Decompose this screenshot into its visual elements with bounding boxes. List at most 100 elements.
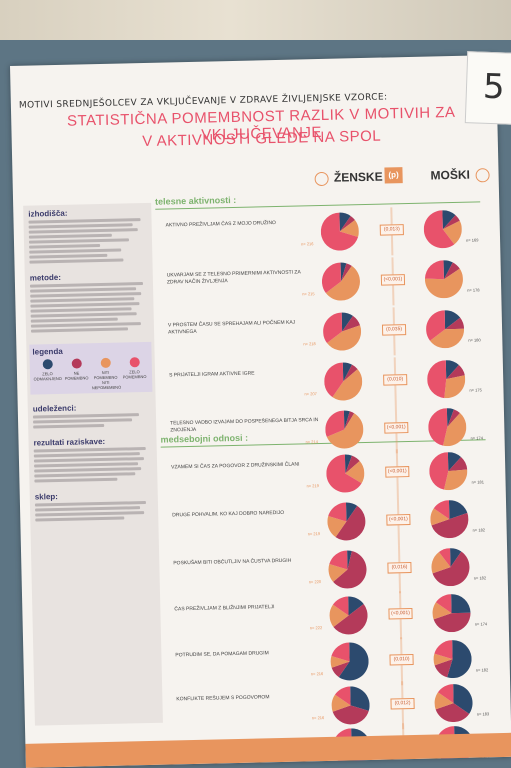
pie-slice [431,552,451,574]
row-label: DRUGE POHVALIM, KO KAJ DOBRO NAREDIJO [172,509,285,519]
izhodisca-block: izhodišča: [23,203,152,270]
pie-female [330,642,369,681]
pie-slice [328,564,348,582]
text-line [33,418,133,424]
pie-male [431,548,470,587]
pie-slice [326,413,364,449]
pie-slice [434,640,453,660]
udelezenci-title: udeleženci: [32,403,77,414]
text-line [35,511,144,517]
row-label: AKTIVNO PREŽIVLJAM ČAS Z MOJO DRUŽINO [165,220,276,229]
pie-slice [328,502,347,522]
pie-slice [447,409,460,428]
rezultati-block: rezultati raziskave: [28,432,157,489]
pie-slice [431,512,469,539]
pie-female [322,262,361,301]
pie-slice [447,452,461,472]
pie-slice [442,210,456,230]
pie-slice [433,500,450,520]
pie-slice [433,653,453,666]
pie-slice [429,452,449,490]
legend-item: NITI POMEMBNO NITI NEPOMEMBNO [91,357,122,391]
pie-female [327,502,366,541]
row-n-male: n= 181 [471,479,484,485]
row-label: KONFLIKTE REŠUJEM S POGOVOROM [176,694,270,703]
pie-slice [342,362,353,382]
legend-label: NITI POMEMBNO NITI NEPOMEMBNO [91,369,122,391]
pie-female [331,686,370,725]
p-value: (<0,001) [384,422,409,434]
pie-slice [345,455,360,474]
pie-slice [434,692,454,710]
table-row: TELESNO VADBO IZVAJAM DO POSPEŠENEGA BIT… [160,403,491,458]
p-value: (0,016) [387,562,412,574]
table-row: VZAMEM SI ČAS ZA POGOVOR Z DRUŽINSKIMI Č… [161,447,492,502]
pie-slice [448,500,468,520]
pie-slice [340,263,352,282]
udelezenci-block: udeleženci: [28,398,157,435]
table-row: POTRUDIM SE, DA POMAGAM DRUGIM n= 216 (0,0… [165,635,496,690]
p-value: (<0,001) [380,274,406,286]
pie-slice [348,596,364,616]
row-label: ČAS PREŽIVLJAM Z BLIŽNJIMI PRIJATELJI [174,604,275,613]
row-n-female: n= 214 [305,439,319,445]
pie-slice [442,220,462,245]
pie-slice [340,262,347,282]
table-row: V PROSTEM ČASU SE SPREHAJAM ALI POČNEM K… [158,305,489,360]
pie-slice [428,408,448,446]
pie-slice [322,262,341,294]
legend-dot [129,357,140,368]
table-row: ČAS PREŽIVLJAM Z BLIŽNJIMI PRIJATELJI n= … [164,589,495,644]
metode-block: metode: [25,267,155,339]
left-panel: izhodišča: metode: legenda [23,202,163,726]
row-n-female: n= 218 [303,341,316,347]
pie-slice [326,325,362,351]
pie-slice [435,703,470,723]
row-n-female: n= 220 [308,579,322,585]
legend-items: ZELO ODMAKNJENO NE POMEMBNO NITI POMEMBN… [33,357,150,392]
column-female-label: ŽENSKE [333,169,383,185]
pie-slice [341,312,353,332]
column-male-label: MOŠKI [430,167,471,183]
row-label: S PRIJATELJI IGRAM AKTIVNE IGRE [168,370,255,379]
pie-slice [444,310,461,330]
text-line [29,253,108,259]
legend: legenda ZELO ODMAKNJENO NE POMEMBNO NITI… [29,341,153,395]
row-n-female: n= 216 [310,671,324,677]
pie-female [320,212,359,251]
legend-dot [71,358,82,369]
poster: MOTIVI SREDNJEŠOLCEV ZA VKLJUČEVANJE V Z… [10,54,511,768]
pie-male [434,684,473,723]
pie-slice [334,686,351,706]
row-n-female: n= 219 [307,531,321,537]
legend-item: ZELO ODMAKNJENO [33,359,62,392]
pie-female [324,362,363,401]
p-value: (0,013) [379,224,404,236]
row-n-male: n= 182 [472,527,486,533]
pie-slice [342,315,361,332]
pie-male [424,260,464,299]
pie-slice [324,362,344,398]
pie-slice [329,550,348,570]
pie-slice [447,640,472,679]
pie-slice [332,369,363,401]
pie-slice [325,265,360,301]
column-p: (p) [384,167,403,184]
p-value: (0,035) [381,324,407,336]
pie-slice [325,410,345,437]
row-label: VZAMEM SI ČAS ZA POGOVOR Z DRUŽINSKIMI Č… [171,461,300,471]
text-line [30,327,128,333]
text-line [29,248,122,254]
row-n-female: n= 222 [309,625,323,631]
legend-dot [100,357,111,369]
legend-label: ZELO ODMAKNJENO [33,371,62,382]
pie-slice [435,594,452,614]
metode-title: metode: [29,272,62,283]
pie-slice [339,220,359,238]
p-value: (0,010) [383,374,408,386]
pie-slice [331,661,350,678]
sklep-block: sklep: [30,486,159,528]
row-label: UKVARJAM SE Z TELESNO PRIMERNIMI AKTIVNO… [166,269,301,286]
male-icon [475,167,490,183]
text-line [30,317,119,323]
